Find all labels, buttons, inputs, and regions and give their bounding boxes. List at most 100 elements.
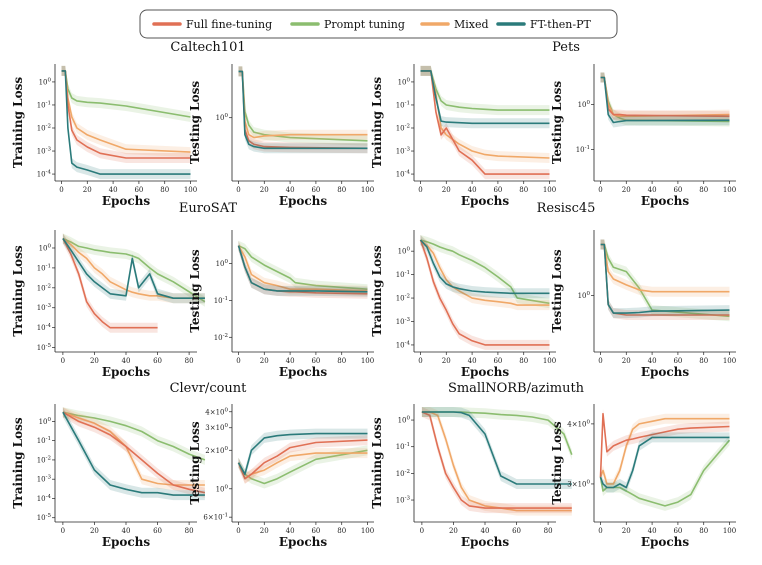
x-tick-label: 0 <box>236 527 240 535</box>
y-tick-label: 10-4 <box>396 170 411 179</box>
x-axis-label: Epochs <box>102 365 151 379</box>
line-ftpt <box>599 436 730 489</box>
line-mixed <box>62 237 205 299</box>
panel-7: 0 20 40 60 80 100 100 Epochs Testing Loss <box>550 230 736 379</box>
y-tick-label: 10-2 <box>37 283 51 292</box>
band-mixed <box>62 233 205 304</box>
x-tick-label: 20 <box>260 357 269 365</box>
x-tick-label: 100 <box>543 357 556 365</box>
line-ftpt <box>238 70 368 150</box>
band-prompt <box>421 407 572 460</box>
x-tick-label: 20 <box>622 357 631 365</box>
band-mixed <box>600 413 730 489</box>
y-tick-label: 10-3 <box>396 317 411 326</box>
y-tick-label: 100 <box>398 247 411 256</box>
x-tick-label: 100 <box>361 357 374 365</box>
y-tick-label: 10-1 <box>37 263 51 272</box>
y-tick-label: 100 <box>216 113 229 122</box>
y-axis-label: Training Loss <box>11 245 25 336</box>
y-tick-label: 10-3 <box>396 496 411 505</box>
x-tick-label: 0 <box>420 527 424 535</box>
y-tick-label: 10-3 <box>37 147 52 156</box>
line-prompt <box>62 237 206 303</box>
x-tick-label: 60 <box>673 527 682 535</box>
x-tick-label: 60 <box>134 186 143 194</box>
y-tick-label: 10-5 <box>37 513 52 522</box>
x-tick-label: 40 <box>109 186 118 194</box>
y-tick-label: 10-2 <box>37 455 51 464</box>
band-full <box>420 235 550 350</box>
line-mixed <box>421 411 572 512</box>
line-ftpt <box>62 411 205 496</box>
line-prompt <box>62 411 206 461</box>
x-tick-label: 80 <box>544 527 553 535</box>
x-tick-label: 60 <box>673 186 682 194</box>
y-tick-label: 10-1 <box>576 145 590 154</box>
x-tick-label: 80 <box>185 527 194 535</box>
panel-6: 0 20 40 60 80 100 100 10-1 10-2 10-3 10-4 Epochs Tra… <box>370 230 556 379</box>
y-axis-label: Testing Loss <box>550 249 564 333</box>
x-tick-label: 80 <box>699 527 708 535</box>
y-tick-label: 100 <box>578 100 591 109</box>
x-axis-label: Epochs <box>279 194 328 208</box>
y-tick-label: 100 <box>216 259 229 268</box>
y-tick-label: 2×100 <box>205 446 228 455</box>
panel-10: 0 20 40 60 80 100 10-1 10-2 10-3 Epochs Training L… <box>370 404 573 549</box>
x-axis-label: Epochs <box>461 535 510 549</box>
line-ftpt <box>420 70 550 125</box>
band-ftpt <box>238 240 368 297</box>
x-tick-label: 20 <box>90 527 99 535</box>
y-tick-label: 4×100 <box>567 419 590 428</box>
y-tick-label: 10-2 <box>214 333 228 342</box>
x-tick-label: 60 <box>512 527 521 535</box>
y-axis-label: Training Loss <box>370 417 384 508</box>
panel-0: 0 20 40 60 80 100 100 10-1 10-2 10-3 10-4 Epochs Tra… <box>11 64 197 208</box>
band-ftpt <box>600 72 730 128</box>
x-tick-label: 100 <box>361 527 374 535</box>
line-ftpt <box>419 239 550 295</box>
x-tick-label: 100 <box>723 357 736 365</box>
x-tick-label: 60 <box>311 186 320 194</box>
line-mixed <box>62 411 205 486</box>
line-ftpt <box>237 432 368 475</box>
y-tick-label: 4×100 <box>205 407 228 416</box>
x-tick-label: 60 <box>493 186 502 194</box>
x-tick-label: 40 <box>481 527 490 535</box>
panel-8: 0 20 40 60 80 100 10-1 10-2 10-3 10-4 10-5 Epochs Tr… <box>11 404 206 549</box>
title-pets: Pets <box>552 40 580 55</box>
y-tick-label: 10-4 <box>396 340 411 349</box>
y-tick-label: 10-2 <box>396 469 410 478</box>
y-tick-label: 10-1 <box>37 436 51 445</box>
panel-5: 0 20 40 60 80 100 100 10-1 10-2 Epochs Testing Los… <box>188 230 374 379</box>
y-tick-label: 10-2 <box>396 123 410 132</box>
x-tick-label: 60 <box>311 527 320 535</box>
x-tick-label: 40 <box>648 357 657 365</box>
x-tick-label: 40 <box>122 357 131 365</box>
x-tick-label: 40 <box>286 186 295 194</box>
x-tick-label: 80 <box>337 186 346 194</box>
line-full <box>237 439 368 480</box>
y-tick-label: 6×10-1 <box>203 513 228 522</box>
y-tick-label: 10-5 <box>37 343 52 352</box>
x-tick-label: 0 <box>598 357 602 365</box>
x-tick-label: 80 <box>185 357 194 365</box>
legend-label-full: Full fine-tuning <box>186 18 272 31</box>
x-tick-label: 80 <box>337 357 346 365</box>
y-tick-label: 10-2 <box>37 123 51 132</box>
band-ftpt <box>61 65 191 180</box>
y-axis-label: Training Loss <box>11 77 25 168</box>
x-tick-label: 20 <box>83 186 92 194</box>
y-tick-label: 10-1 <box>214 296 228 305</box>
y-tick-label: 100 <box>39 243 52 252</box>
y-tick-label: 10-1 <box>37 100 51 109</box>
band-mixed <box>62 407 205 490</box>
legend-box <box>139 9 618 39</box>
x-tick-label: 60 <box>311 357 320 365</box>
line-full <box>599 412 730 478</box>
y-tick-label: 100 <box>398 77 411 86</box>
band-ftpt <box>421 407 572 489</box>
x-tick-label: 40 <box>648 527 657 535</box>
x-tick-label: 40 <box>468 186 477 194</box>
x-tick-label: 40 <box>122 527 131 535</box>
